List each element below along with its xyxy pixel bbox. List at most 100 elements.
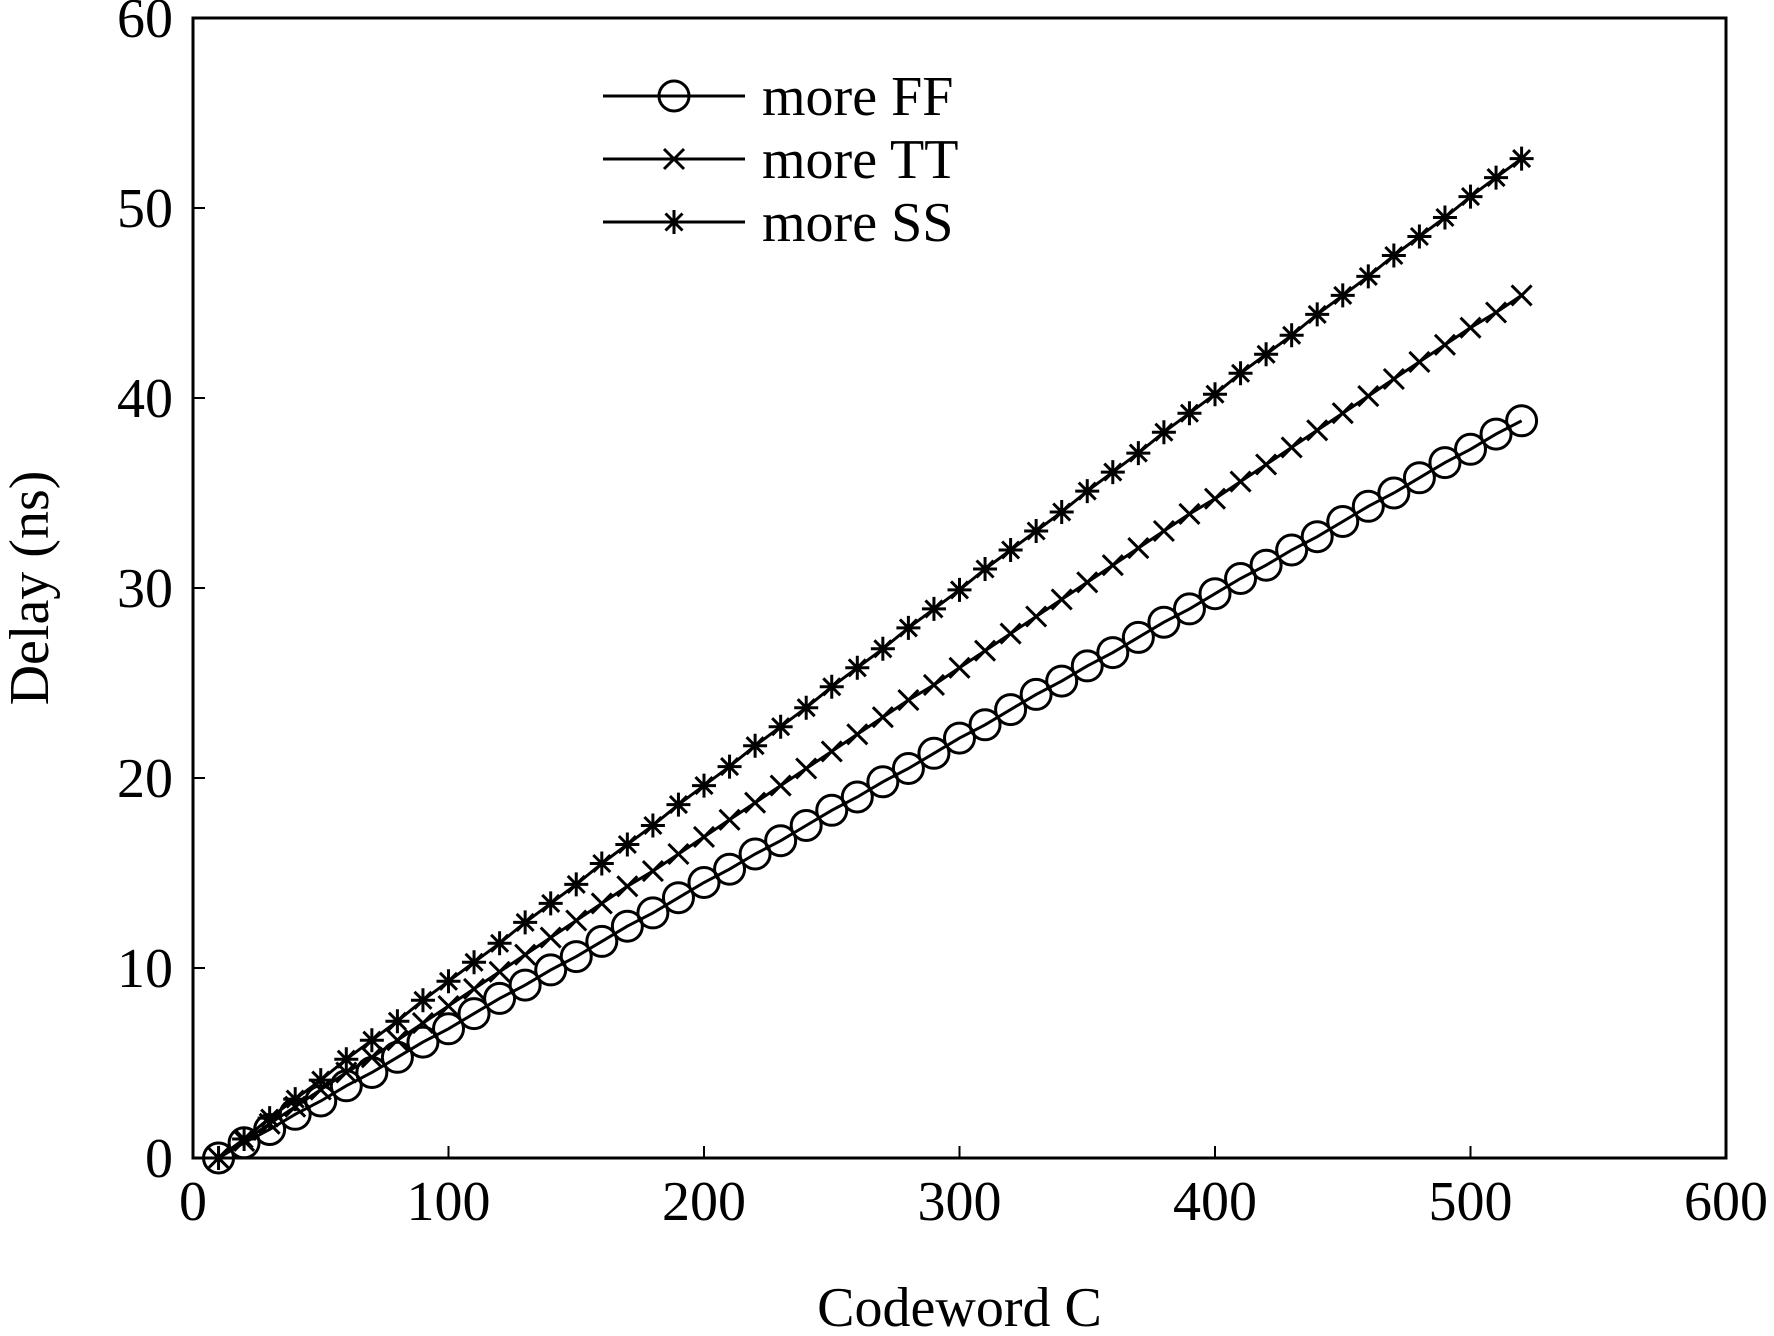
data-point-x [1357,385,1380,408]
data-point-circle [508,968,542,1002]
data-point-circle [1428,446,1462,480]
x-tick-label: 300 [918,1171,1002,1233]
data-point-circle [1326,505,1360,538]
data-point-x [514,943,537,966]
y-tick-label: 60 [117,0,173,50]
data-point-asterisk [1177,401,1202,426]
data-point-x [616,875,639,898]
data-point-circle [968,708,1002,742]
data-point-x [846,723,869,746]
data-point-x [1255,453,1278,476]
data-point-asterisk [1100,460,1125,485]
legend-item: more TT [603,129,958,191]
data-point-x [744,791,767,814]
data-point-asterisk [1356,264,1381,289]
data-point-circle [891,752,925,785]
data-point-x [922,673,946,696]
data-point-asterisk [1075,479,1100,504]
data-point-circle [1351,489,1385,523]
data-point-circle [866,765,900,799]
data-point-asterisk [615,832,640,857]
y-tick-label: 20 [117,748,173,810]
data-point-circle [457,997,491,1031]
data-point-x [948,656,971,679]
data-point-asterisk [283,1087,308,1112]
data-point-x [973,639,997,662]
data-point-circle [661,881,695,915]
data-point-asterisk [870,636,895,661]
x-tick-label: 100 [407,1171,491,1233]
data-point-asterisk [513,910,538,935]
data-point-x [1203,487,1227,510]
data-point-asterisk [1151,420,1176,445]
data-point-circle [1172,592,1206,626]
y-tick-label: 40 [117,368,173,430]
y-tick-label: 50 [117,178,173,240]
data-point-circle [1019,677,1053,711]
legend-item: more FF [603,66,953,128]
data-point-circle [1224,562,1258,595]
data-point-asterisk [692,773,716,798]
data-point-asterisk [640,813,665,838]
data-point-asterisk [845,655,870,680]
data-point-asterisk [1203,382,1227,407]
y-axis-title: Delay (ns) [0,471,61,706]
data-point-circle [636,896,670,930]
data-point-x [795,757,818,780]
data-point-circle [713,852,747,886]
y-tick-label: 0 [145,1128,173,1190]
data-point-asterisk [768,714,793,739]
series-more-ss [206,146,1534,1170]
data-point-circle [1147,605,1181,639]
data-point-asterisk [666,792,691,817]
data-point-asterisk [947,577,972,602]
data-point-x [590,892,613,915]
data-point-asterisk [1458,184,1483,209]
data-point-asterisk [257,1106,282,1131]
series-layer [202,146,1539,1175]
data-point-asterisk [1279,323,1304,348]
data-point-x [1127,537,1150,560]
data-point-circle [738,837,772,871]
data-point-asterisk [564,872,589,897]
data-point-asterisk [1381,243,1406,268]
data-point-circle [917,736,951,770]
x-tick-label: 600 [1684,1171,1768,1233]
data-point-circle [943,721,976,755]
data-point-x [462,977,486,1000]
data-point-x [871,706,894,729]
data-point-circle [1454,432,1487,466]
data-point-circle [483,981,517,1015]
data-point-x [1306,419,1329,442]
data-point-x [437,994,460,1018]
legend-label: more FF [762,66,953,128]
data-point-asterisk [896,615,921,640]
legend-marker-circle [657,79,691,113]
data-point-x [1459,316,1482,339]
data-point-x [1331,402,1354,425]
data-point-asterisk [1484,165,1509,190]
legend-label: more TT [762,129,958,191]
data-point-x [1484,301,1508,324]
data-point-x [539,926,562,949]
data-point-circle [1121,620,1155,654]
data-point-asterisk [1330,283,1355,308]
data-point-circle [1198,577,1232,611]
data-point-x [1152,519,1175,543]
data-point-asterisk [1509,146,1534,171]
data-point-circle [534,953,568,987]
data-point-circle [406,1025,440,1059]
data-point-x [360,1046,383,1069]
data-point-x [1433,333,1457,356]
data-point-x [1025,605,1048,628]
data-point-x [1510,284,1533,307]
data-point-circle [840,780,874,814]
data-point-circle [1096,636,1130,670]
data-point-circle [610,909,644,943]
data-point-asterisk [921,596,946,621]
data-point-asterisk [359,1028,384,1053]
data-point-x [488,960,511,983]
